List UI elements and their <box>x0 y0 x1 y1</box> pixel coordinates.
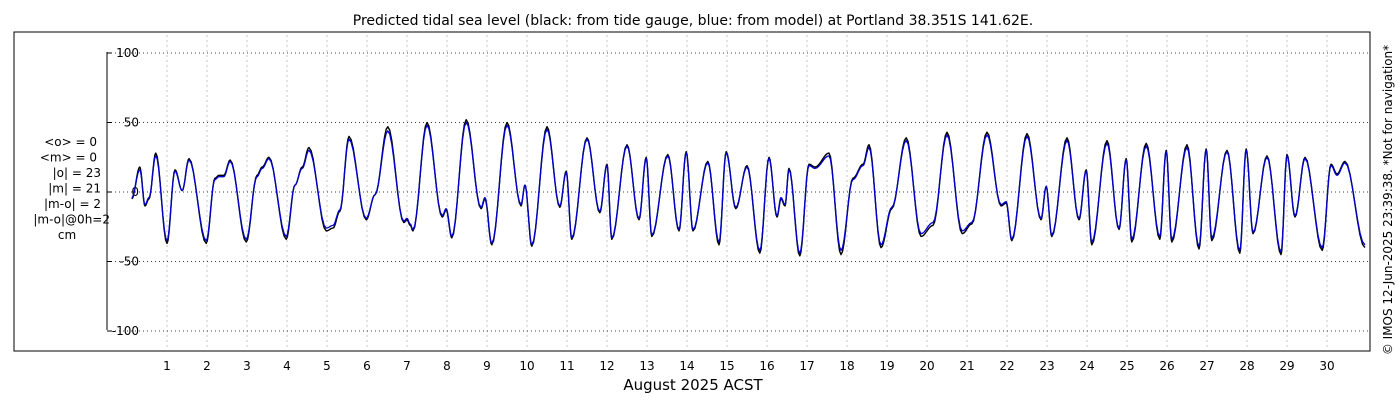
x-tick-label: 22 <box>999 359 1014 373</box>
x-tick-label: 20 <box>919 359 934 373</box>
stat-line: <o> = 0 <box>44 135 97 149</box>
x-tick-label: 10 <box>519 359 534 373</box>
x-tick-label: 8 <box>443 359 451 373</box>
x-tick-label: 1 <box>163 359 171 373</box>
x-tick-label: 3 <box>243 359 251 373</box>
x-tick-label: 17 <box>799 359 814 373</box>
y-ticks: 100 50 0 -50 -100 <box>107 46 139 338</box>
stat-line: cm <box>58 228 76 242</box>
y-tick-label: -100 <box>112 324 139 338</box>
x-tick-label: 30 <box>1319 359 1334 373</box>
y-tick-label: 100 <box>116 46 139 60</box>
x-axis-label: August 2025 ACST <box>623 376 763 394</box>
x-tick-label: 14 <box>679 359 694 373</box>
x-tick-label: 13 <box>639 359 654 373</box>
x-tick-label: 6 <box>363 359 371 373</box>
x-tick-label: 4 <box>283 359 291 373</box>
x-tick-label: 18 <box>839 359 854 373</box>
x-tick-label: 28 <box>1239 359 1254 373</box>
stats-box: <o> = 0 <m> = 0|o| = 23 |m| = 21|m-o| = 2 |… <box>33 135 110 242</box>
x-tick-label: 15 <box>719 359 734 373</box>
x-tick-label: 7 <box>403 359 411 373</box>
series-lines <box>131 119 1366 257</box>
series-line-model <box>131 121 1366 254</box>
x-tick-label: 26 <box>1159 359 1174 373</box>
chart-title: Predicted tidal sea level (black: from t… <box>353 13 1033 29</box>
x-tick-label: 2 <box>203 359 211 373</box>
y-tick-label: -50 <box>119 255 139 269</box>
x-ticks: 1 2 3 4 5 6 7 8 9 10 11 12 13 14 15 16 17 18 19 20 21 22 23 24 2… <box>163 359 1334 373</box>
x-tick-label: 25 <box>1119 359 1134 373</box>
x-tick-label: 21 <box>959 359 974 373</box>
stat-line: |o| = 23 <box>53 166 101 180</box>
plot-frame <box>13 31 1371 352</box>
x-tick-label: 9 <box>483 359 491 373</box>
x-tick-label: 19 <box>879 359 894 373</box>
y-tick-label: 50 <box>124 116 139 130</box>
grid-lines <box>107 35 1370 350</box>
x-tick-label: 24 <box>1079 359 1094 373</box>
x-tick-label: 23 <box>1039 359 1054 373</box>
stat-line: |m-o| = 2 <box>44 197 101 211</box>
y-tick-label: 0 <box>131 185 139 199</box>
x-tick-label: 11 <box>559 359 574 373</box>
stat-line: <m> = 0 <box>40 151 97 165</box>
stat-line: |m| = 21 <box>48 182 101 196</box>
x-tick-label: 27 <box>1199 359 1214 373</box>
x-tick-label: 29 <box>1279 359 1294 373</box>
x-tick-label: 12 <box>599 359 614 373</box>
stat-line: |m-o|@0h=2 <box>33 213 110 227</box>
x-tick-label: 16 <box>759 359 774 373</box>
x-tick-label: 5 <box>323 359 331 373</box>
side-note: © IMOS 12-Jun-2025 23:39:38. *Not for na… <box>1381 45 1395 355</box>
